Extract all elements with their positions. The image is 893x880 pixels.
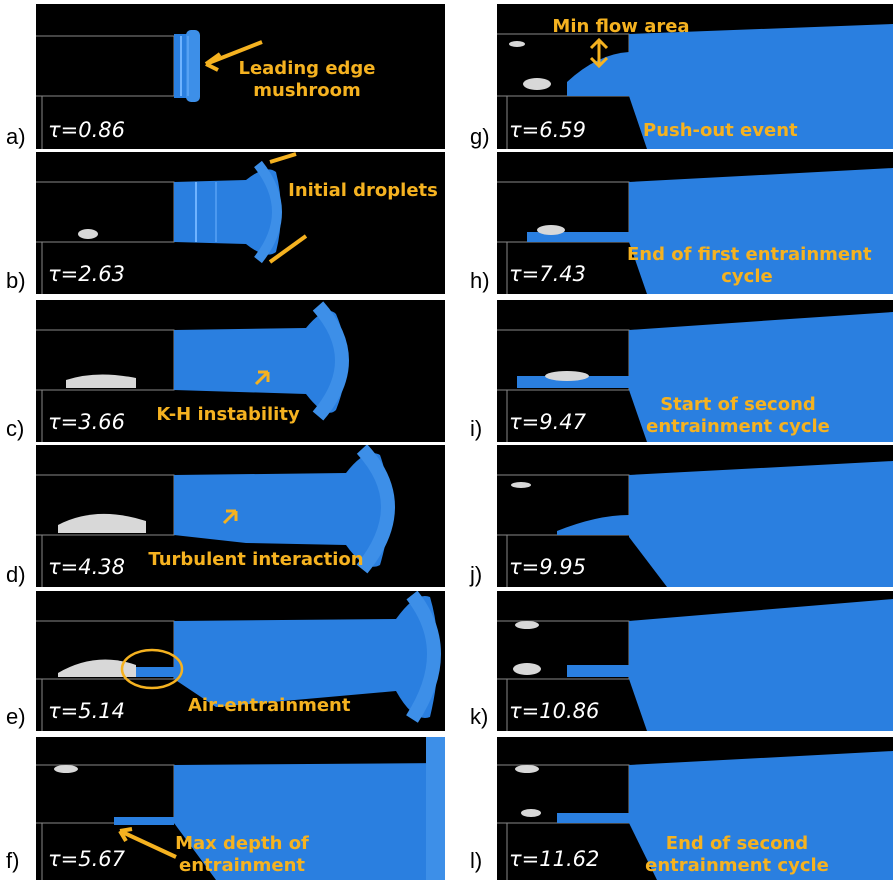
annotation-h: End of first entrainment cycle: [627, 244, 872, 288]
annotation-i-line1: Start of second: [660, 394, 816, 415]
annotation-e: Air-entrainment: [188, 695, 351, 717]
panel-label-h: h): [470, 268, 490, 293]
simulation-frame-f: τ=5.67 Max depth of entrainment: [36, 737, 445, 880]
jet-render-a: [36, 30, 263, 149]
jet-render-f: [36, 737, 445, 880]
simulation-frame-i: τ=9.47 Start of second entrainment cycle: [497, 300, 893, 442]
annotation-g-bottom: Push-out event: [643, 120, 798, 142]
simulation-frame-l: τ=11.62 End of second entrainment cycle: [497, 737, 893, 880]
simulation-frame-a: τ=0.86 Leading edge mushroom: [36, 4, 445, 149]
panel-label-c: c): [6, 416, 25, 441]
annotation-a: Leading edge mushroom: [232, 58, 382, 102]
simulation-frame-c: τ=3.66 K-H instability: [36, 300, 445, 442]
simulation-frame-h: τ=7.43 End of first entrainment cycle: [497, 152, 893, 294]
jet-render-i: [497, 312, 893, 442]
jet-render-l: [497, 751, 893, 880]
annotation-c: K-H instability: [148, 404, 308, 426]
tau-label-a: τ=0.86: [48, 118, 125, 142]
jet-render-b: [36, 152, 308, 294]
annotation-e-line1: Air-entrainment: [188, 695, 351, 716]
tau-label-c: τ=3.66: [48, 410, 125, 434]
annotation-g-line1: Min flow area: [552, 16, 690, 37]
annotation-c-line1: K-H instability: [156, 404, 300, 425]
annotation-b: Initial droplets: [288, 180, 438, 202]
annotation-l: End of second entrainment cycle: [637, 833, 837, 877]
simulation-frame-b: τ=2.63 Initial droplets: [36, 152, 445, 294]
annotation-f-line1: Max depth of: [175, 833, 309, 854]
panel-label-d: d): [6, 562, 26, 587]
annotation-f: Max depth of entrainment: [172, 833, 312, 877]
tau-label-e: τ=5.14: [48, 699, 125, 723]
annotation-g-line2: Push-out event: [643, 120, 798, 141]
tau-label-k: τ=10.86: [509, 699, 600, 723]
annotation-d: Turbulent interaction: [146, 549, 366, 571]
annotation-a-line1: Leading edge: [238, 58, 376, 79]
simulation-frame-g: τ=6.59 Min flow area Push-out event: [497, 4, 893, 149]
annotation-g-top: Min flow area: [551, 16, 691, 38]
annotation-f-line2: entrainment: [178, 855, 306, 876]
jet-render-g: [497, 24, 893, 149]
panel-label-j: j): [470, 562, 483, 587]
annotation-b-line1: Initial droplets: [288, 180, 438, 201]
panel-label-i: i): [470, 416, 483, 441]
annotation-i: Start of second entrainment cycle: [633, 394, 843, 438]
panel-label-l: l): [470, 848, 483, 873]
annotation-h-line2: cycle: [721, 266, 773, 287]
annotation-i-line2: entrainment cycle: [646, 416, 830, 437]
tau-label-d: τ=4.38: [48, 555, 125, 579]
panel-label-f: f): [6, 848, 20, 873]
jet-render-c: [36, 301, 349, 442]
jet-render-h: [497, 168, 893, 294]
annotation-l-line1: End of second: [665, 833, 809, 854]
tau-label-g: τ=6.59: [509, 118, 586, 142]
simulation-frame-e: τ=5.14 Air-entrainment: [36, 591, 445, 731]
jet-render-d: [36, 445, 395, 587]
panel-label-b: b): [6, 268, 26, 293]
panel-label-g: g): [470, 124, 490, 149]
simulation-frame-j: τ=9.95: [497, 445, 893, 587]
tau-label-h: τ=7.43: [509, 262, 586, 286]
tau-label-b: τ=2.63: [48, 262, 125, 286]
panel-label-k: k): [470, 704, 489, 729]
jet-render-k: [497, 599, 893, 731]
jet-render-j: [497, 461, 893, 587]
tau-label-l: τ=11.62: [509, 847, 600, 871]
tau-label-j: τ=9.95: [509, 555, 586, 579]
annotation-d-line1: Turbulent interaction: [148, 549, 364, 570]
simulation-frame-d: τ=4.38 Turbulent interaction: [36, 445, 445, 587]
annotation-a-line2: mushroom: [253, 80, 361, 101]
jet-render-e: [36, 591, 441, 731]
simulation-frame-k: τ=10.86: [497, 591, 893, 731]
panel-label-e: e): [6, 704, 26, 729]
panel-label-a: a): [6, 124, 26, 149]
annotation-h-line1: End of first entrainment: [627, 244, 872, 265]
tau-label-f: τ=5.67: [48, 847, 125, 871]
annotation-l-line2: entrainment cycle: [645, 855, 829, 876]
tau-label-i: τ=9.47: [509, 410, 586, 434]
